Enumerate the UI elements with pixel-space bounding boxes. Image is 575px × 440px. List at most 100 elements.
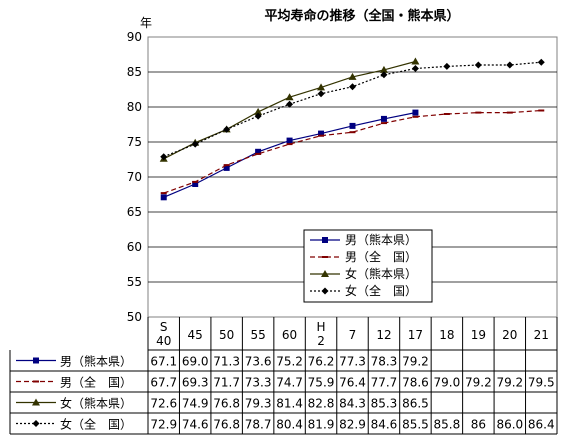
data-point xyxy=(318,130,325,137)
table-cell: 73.3 xyxy=(245,376,272,390)
table-cell: 71.7 xyxy=(213,376,240,390)
table-cell: 76.8 xyxy=(213,418,240,432)
table-key-marker xyxy=(33,357,39,364)
table-cell: 79.5 xyxy=(528,376,555,390)
legend-marker xyxy=(321,270,329,277)
table-cell: 79.2 xyxy=(402,355,429,369)
category-label: 19 xyxy=(471,328,486,342)
y-tick-label: 75 xyxy=(127,135,142,149)
table-cell: 69.0 xyxy=(182,355,209,369)
data-point xyxy=(379,65,388,73)
table-cell: 75.9 xyxy=(308,376,335,390)
data-point xyxy=(349,83,356,91)
data-point xyxy=(255,148,262,155)
legend-marker xyxy=(322,237,328,243)
table-cell: 67.7 xyxy=(150,376,177,390)
data-point xyxy=(537,58,545,66)
gridlines xyxy=(148,71,557,283)
table-cell: 78.7 xyxy=(245,418,272,432)
table-cell: 69.3 xyxy=(182,376,209,390)
table-key-marker xyxy=(32,420,40,427)
data-point xyxy=(474,61,482,69)
y-tick-label: 80 xyxy=(127,100,142,114)
data-point xyxy=(223,125,231,133)
category-label: 21 xyxy=(534,328,549,342)
table-cell: 75.2 xyxy=(276,355,303,369)
y-tick-label: 90 xyxy=(127,30,142,44)
category-label: 2 xyxy=(317,334,325,348)
data-point xyxy=(223,164,230,171)
table-cell: 86.5 xyxy=(402,397,429,411)
category-label: 60 xyxy=(282,328,297,342)
category-label: 40 xyxy=(156,334,171,348)
category-label: 18 xyxy=(439,328,454,342)
table-cell: 79.2 xyxy=(465,376,492,390)
y-axis-unit-label: 年 xyxy=(140,16,152,30)
legend-marker xyxy=(321,287,329,295)
legend: 男（熊本県） 男（全 国） 女（熊本県） 女（全 国） xyxy=(303,229,433,303)
category-label: 50 xyxy=(219,328,234,342)
data-point xyxy=(380,71,388,79)
data-point xyxy=(286,100,294,108)
y-tick-label: 70 xyxy=(127,170,142,184)
series xyxy=(160,109,545,195)
series xyxy=(160,58,545,161)
table-cell: 74.9 xyxy=(182,397,209,411)
table-cell: 73.6 xyxy=(245,355,272,369)
table-row-label: 女（全 国） xyxy=(60,417,132,432)
table-cell: 74.7 xyxy=(276,376,303,390)
y-tick-label: 50 xyxy=(127,310,142,324)
table-cell: 74.6 xyxy=(182,418,209,432)
series-lines xyxy=(159,57,545,201)
table-cell: 81.9 xyxy=(308,418,335,432)
table-cell: 85.8 xyxy=(434,418,461,432)
category-label: 20 xyxy=(502,328,517,342)
data-point xyxy=(317,90,325,98)
data-point xyxy=(443,62,451,70)
table-cell: 86.0 xyxy=(496,418,523,432)
table-cell: 72.9 xyxy=(150,418,177,432)
data-point xyxy=(254,112,262,120)
data-point xyxy=(192,181,199,187)
data-table: S40 45 50 55 60 H2 7 12 17 18 19 20 21 男（熊本県） 67.1 69.0… xyxy=(9,317,558,435)
table-cell: 78.6 xyxy=(402,376,429,390)
category-label: 55 xyxy=(250,328,265,342)
data-point xyxy=(411,65,419,72)
legend-label: 男（全 国） xyxy=(345,249,417,264)
category-label: 12 xyxy=(376,328,391,342)
data-point xyxy=(506,61,514,69)
data-point xyxy=(160,194,167,201)
data-point xyxy=(191,140,199,148)
data-point xyxy=(412,109,419,116)
data-point xyxy=(286,137,293,144)
series xyxy=(160,109,419,201)
data-point xyxy=(317,83,326,91)
legend-label: 女（熊本県） xyxy=(345,266,417,281)
table-cell: 80.4 xyxy=(276,418,303,432)
data-point xyxy=(348,72,357,80)
table-cell: 79.3 xyxy=(245,397,272,411)
category-label: S xyxy=(160,320,168,334)
table-row-label: 男（熊本県） xyxy=(60,354,132,369)
data-point xyxy=(349,122,356,129)
data-point xyxy=(160,153,168,161)
table-cell: 82.9 xyxy=(339,418,366,432)
table-cell: 79.2 xyxy=(496,376,523,390)
table-cell: 85.5 xyxy=(402,418,429,432)
table-cell: 76.8 xyxy=(213,397,240,411)
table-cell: 81.4 xyxy=(276,397,303,411)
table-cell: 77.3 xyxy=(339,355,366,369)
table-row-label: 女（熊本県） xyxy=(60,396,132,411)
table-key-marker xyxy=(32,398,40,406)
table-cell: 79.0 xyxy=(434,376,461,390)
legend-label: 男（熊本県） xyxy=(345,232,417,247)
table-cell: 76.4 xyxy=(339,376,366,390)
table-cell: 76.2 xyxy=(308,355,335,369)
category-label: 17 xyxy=(408,328,423,342)
y-tick-label: 85 xyxy=(127,65,142,79)
y-axis-ticks: 50 55 60 65 70 75 80 85 90 xyxy=(127,30,142,324)
data-point xyxy=(380,115,387,122)
y-tick-label: 55 xyxy=(127,275,142,289)
table-cell: 67.1 xyxy=(150,355,177,369)
